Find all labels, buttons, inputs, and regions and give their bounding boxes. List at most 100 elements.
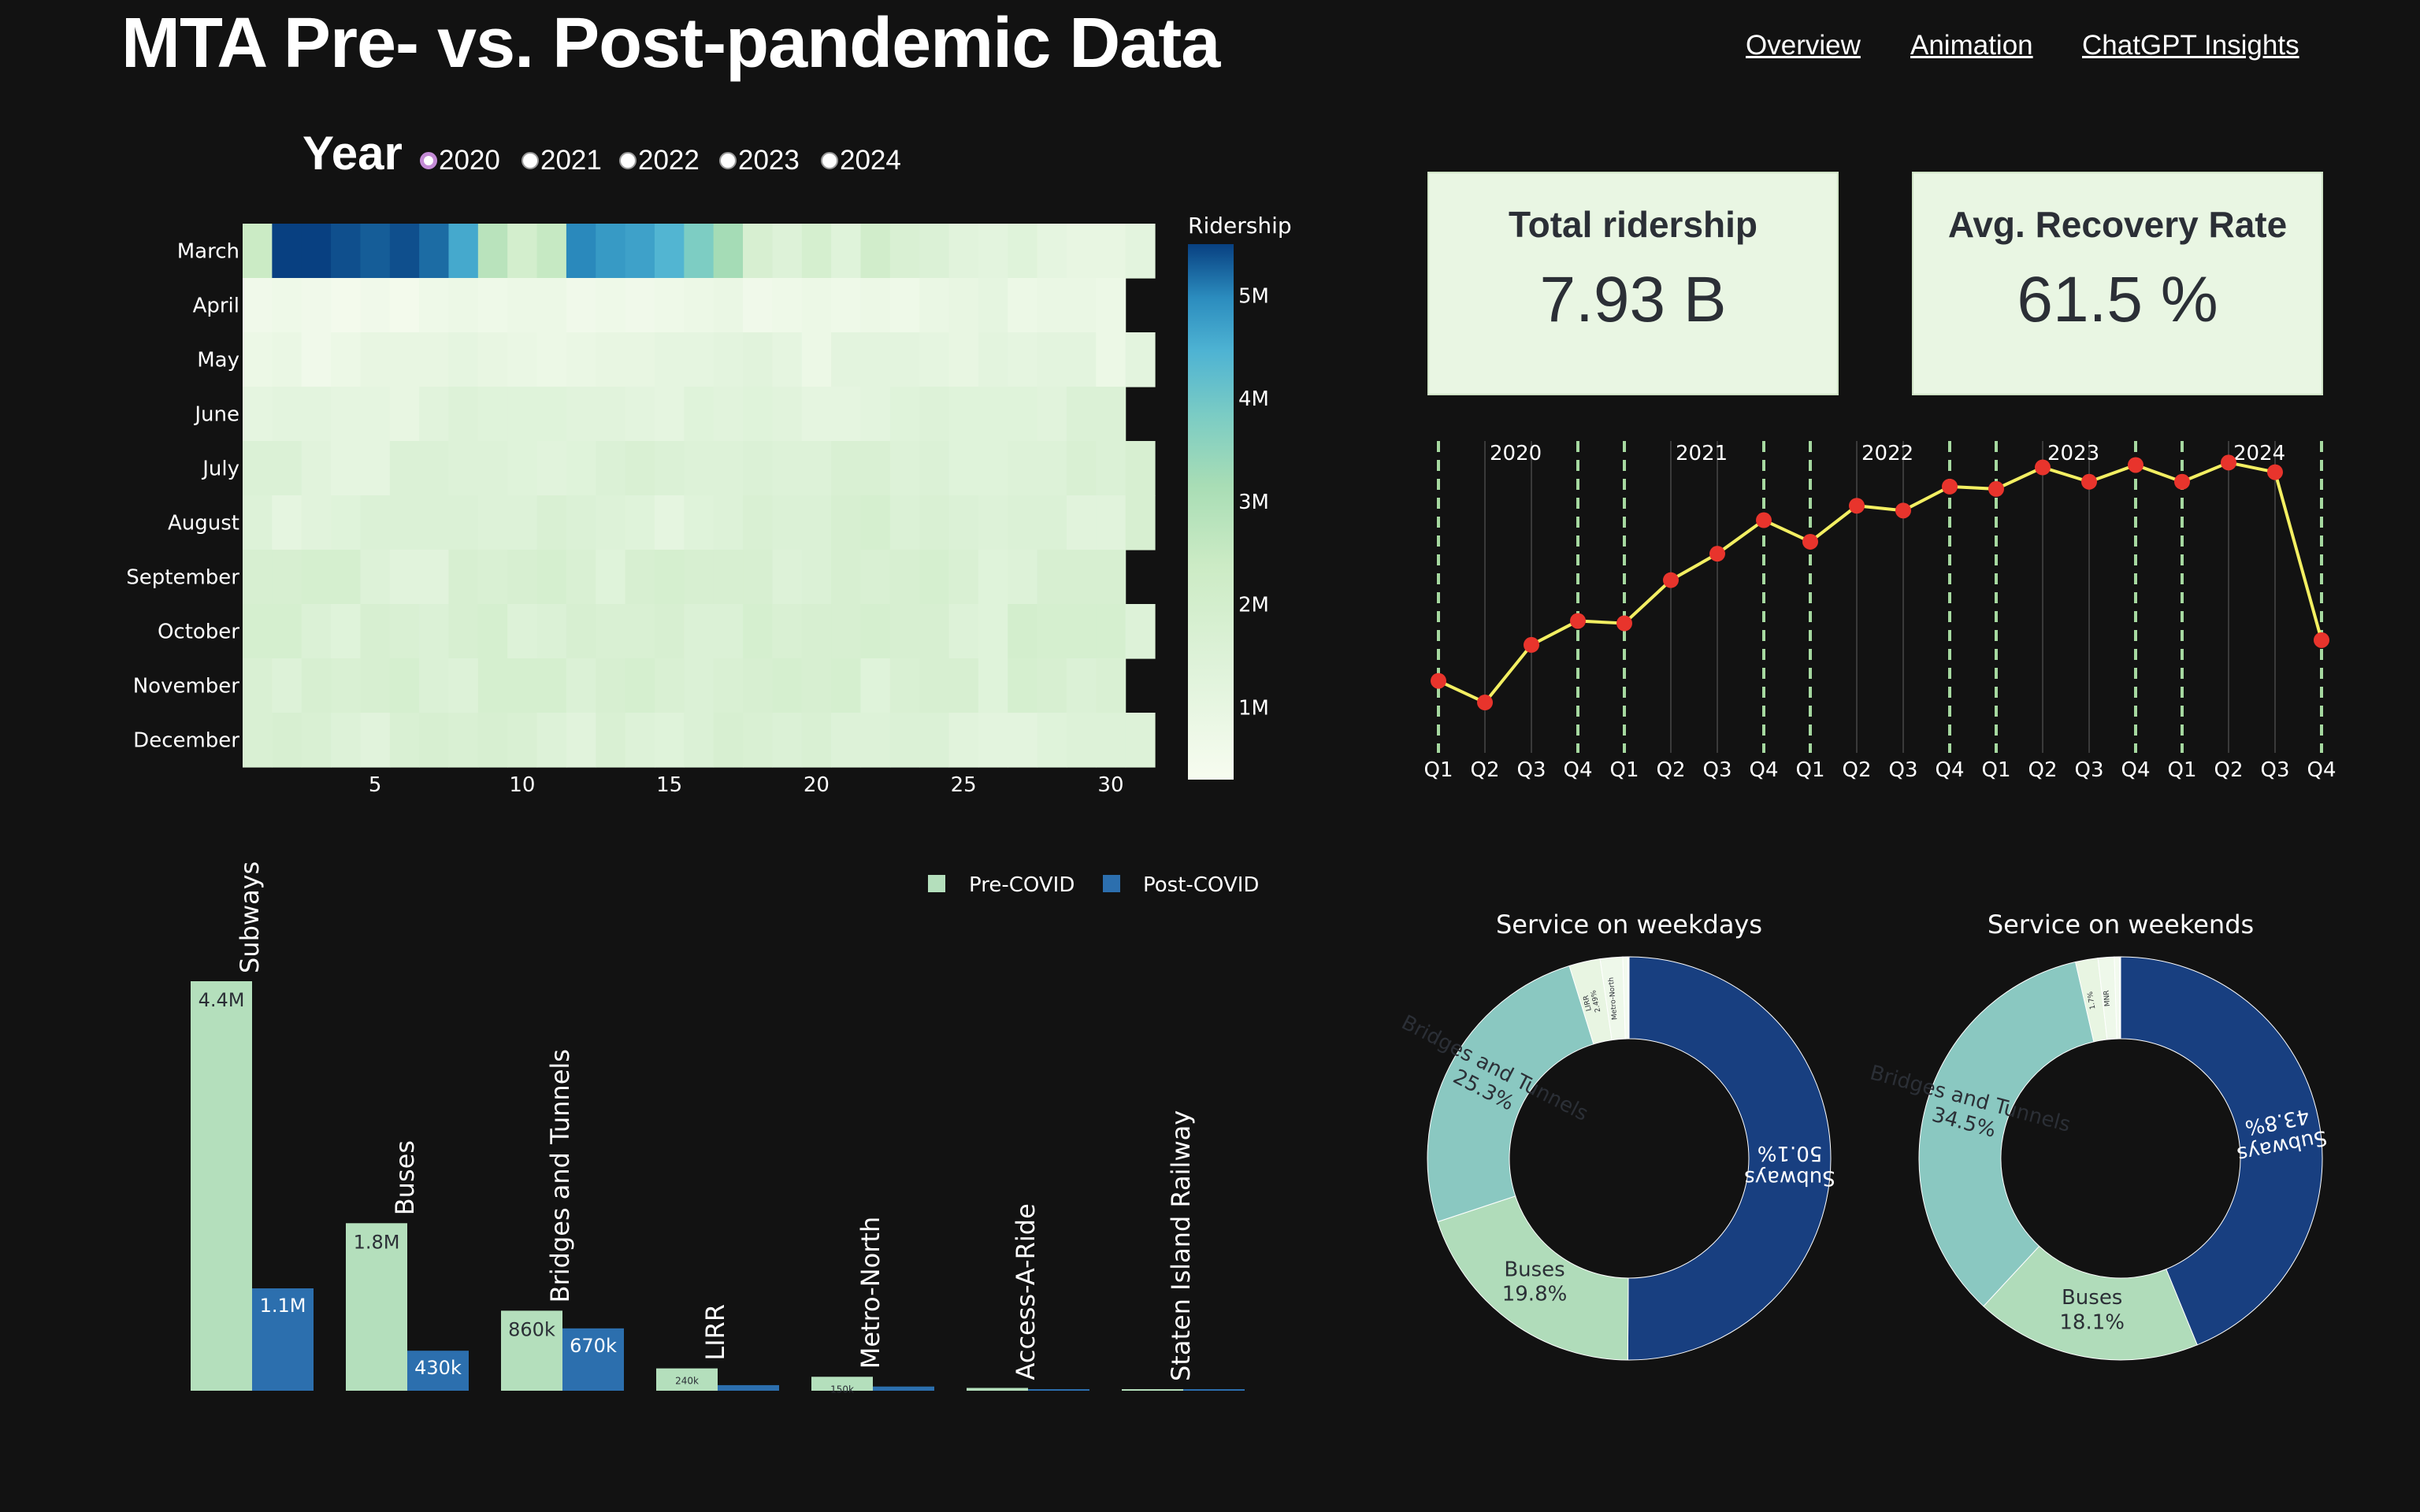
heatmap-cell: [860, 441, 891, 496]
heatmap-cell: [566, 387, 596, 442]
heatmap-cell: [360, 604, 391, 659]
heatmap-cell: [978, 604, 1008, 659]
heatmap-cell: [889, 550, 920, 605]
heatmap-cell: [566, 604, 596, 659]
quarter-tick-label: Q2: [1656, 758, 1685, 782]
ridership-point: [1895, 502, 1911, 519]
heatmap-cell: [743, 332, 773, 387]
heatmap-cell: [536, 441, 567, 496]
heatmap-cell: [1066, 332, 1097, 387]
heatmap-cell: [477, 550, 508, 605]
heatmap-cell: [331, 713, 362, 768]
heatmap-cell: [566, 332, 596, 387]
radio-unselected-icon[interactable]: [521, 152, 539, 169]
donut-label-line: MNR: [2103, 990, 2112, 1006]
heatmap-cell: [1125, 441, 1156, 496]
heatmap-cell: [419, 224, 450, 279]
heatmap-cell: [860, 387, 891, 442]
heatmap-cell: [684, 658, 714, 713]
year-radio-2020[interactable]: 2020: [420, 145, 500, 176]
heatmap-cell: [477, 441, 508, 496]
donut-slice-label: Buses 19.8%: [1502, 1258, 1568, 1306]
ridership-heatmap[interactable]: March April May June July August September Octo…: [126, 213, 1291, 797]
heatmap-cell: [272, 278, 302, 333]
heatmap-cell: [1008, 387, 1038, 442]
heatmap-cell: [1096, 550, 1126, 605]
year-annotation: 2021: [1676, 442, 1728, 465]
heatmap-cell: [713, 604, 744, 659]
nav-link-animation[interactable]: Animation: [1910, 30, 2033, 61]
heatmap-cell: [536, 224, 567, 279]
ridership-line: [1438, 461, 2323, 705]
weekday-service-donut[interactable]: Service on weekdays Subways50.1% Buses 19.8…: [1386, 910, 1835, 1361]
heatmap-cell: [536, 495, 567, 550]
heatmap-cell: [566, 713, 596, 768]
heatmap-cell: [1037, 604, 1067, 659]
heatmap-cell: [243, 224, 273, 279]
heatmap-cell: [654, 224, 685, 279]
heatmap-cell: [684, 604, 714, 659]
radio-unselected-icon[interactable]: [821, 152, 838, 169]
quarter-tick-label: Q1: [1795, 758, 1824, 782]
pre-post-bar-chart[interactable]: 4.4M 1.1M Subways 1.8M 430k Buses 860k 670k Brid…: [191, 862, 1259, 1395]
heatmap-cell: [948, 713, 979, 768]
heatmap-cell: [772, 495, 803, 550]
bar-post-covid: [252, 1288, 314, 1391]
heatmap-cell: [389, 332, 420, 387]
heatmap-cell: [772, 441, 803, 496]
bar-value-label: 670k: [570, 1335, 617, 1357]
heatmap-cell: [831, 495, 862, 550]
year-radio-2021[interactable]: 2021: [521, 145, 602, 176]
heatmap-month-label: April: [193, 295, 239, 318]
heatmap-x-tick: 15: [656, 773, 682, 797]
heatmap-cell: [1125, 495, 1156, 550]
heatmap-cell: [272, 658, 302, 713]
heatmap-cell: [654, 441, 685, 496]
heatmap-cell: [272, 495, 302, 550]
heatmap-cell: [1008, 604, 1038, 659]
heatmap-cell: [801, 495, 832, 550]
quarterly-line-chart[interactable]: Q1 Q2 Q3 Q4 Q1 Q2 Q3 Q4 Q1 Q2 Q3 Q4 Q1 Q2 Q3 Q4 Q1 Q2 Q3 Q4…: [1423, 441, 2336, 782]
donut-label-line: Subways: [1744, 1166, 1835, 1189]
nav-link-overview[interactable]: Overview: [1746, 30, 1861, 61]
radio-selected-icon[interactable]: [420, 152, 437, 169]
heatmap-cell: [948, 441, 979, 496]
heatmap-cell: [331, 495, 362, 550]
nav-link-chatgpt-insights[interactable]: ChatGPT Insights: [2082, 30, 2299, 61]
quarter-tick-label: Q3: [2260, 758, 2289, 782]
donut-slice-label: Buses 18.1%: [2059, 1286, 2125, 1334]
heatmap-cell: [1125, 604, 1156, 659]
quarter-tick-label: Q2: [2214, 758, 2243, 782]
heatmap-month-label: December: [133, 729, 239, 753]
radio-unselected-icon[interactable]: [719, 152, 737, 169]
heatmap-cell: [1066, 495, 1097, 550]
heatmap-cell: [743, 495, 773, 550]
heatmap-month-label: August: [168, 512, 239, 536]
year-annotation: 2020: [1490, 442, 1542, 465]
year-radio-2024[interactable]: 2024: [821, 145, 901, 176]
year-radio-2023[interactable]: 2023: [719, 145, 800, 176]
heatmap-cell: [713, 332, 744, 387]
heatmap-cell: [360, 550, 391, 605]
year-radio-2022[interactable]: 2022: [619, 145, 700, 176]
heatmap-x-tick: 10: [509, 773, 535, 797]
heatmap-cell: [713, 387, 744, 442]
heatmap-cell: [1096, 387, 1126, 442]
heatmap-cell: [389, 713, 420, 768]
donut-label-line: 18.1%: [2059, 1310, 2125, 1334]
heatmap-cell: [507, 604, 538, 659]
heatmap-cell: [713, 278, 744, 333]
heatmap-cell: [743, 604, 773, 659]
heatmap-cell: [507, 387, 538, 442]
radio-unselected-icon[interactable]: [619, 152, 637, 169]
heatmap-cell: [419, 550, 450, 605]
heatmap-x-tick: 20: [804, 773, 830, 797]
donut-slice-label: 1.7%: [2087, 991, 2098, 1010]
heatmap-cell: [536, 332, 567, 387]
kpi-card-total-ridership: Total ridership 7.93 B: [1427, 172, 1839, 395]
heatmap-cell: [1008, 332, 1038, 387]
heatmap-cell: [331, 658, 362, 713]
heatmap-cell: [801, 604, 832, 659]
heatmap-cell: [1037, 658, 1067, 713]
